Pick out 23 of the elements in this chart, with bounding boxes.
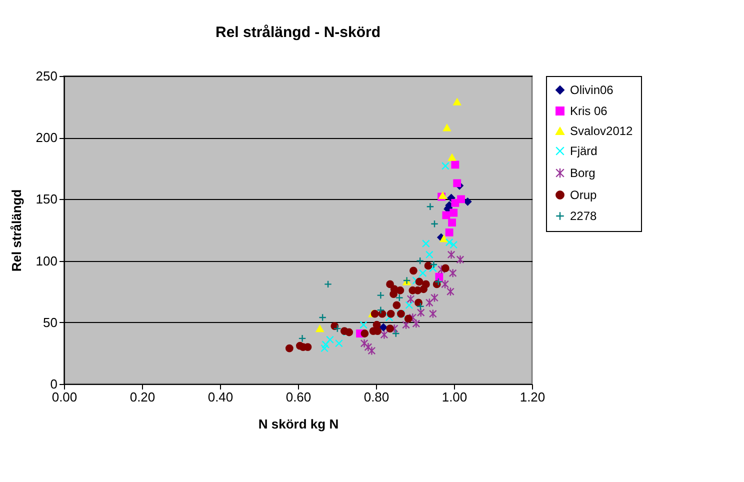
x-tick-label: 0.40 <box>208 390 234 404</box>
y-axis-title: Rel strålängd <box>8 189 24 272</box>
legend-label: Orup <box>570 188 598 202</box>
x-axis-title: N skörd kg N <box>258 416 339 432</box>
x-tick-label: 0.20 <box>130 390 156 404</box>
y-tick-label: 150 <box>36 192 58 207</box>
x-tick-label: 0.80 <box>364 390 390 404</box>
legend-label: Fjärd <box>570 144 598 158</box>
y-tick-label: 100 <box>36 253 58 268</box>
x-tick-label: 1.00 <box>442 390 468 404</box>
x-tick-label: 1.20 <box>520 390 546 404</box>
legend-label: 2278 <box>570 209 598 223</box>
legend-label: Svalov2012 <box>570 124 634 138</box>
legend-label: Borg <box>570 166 596 180</box>
chart-title: Rel strålängd - N-skörd <box>215 24 381 41</box>
y-tick-label: 200 <box>36 130 58 146</box>
y-tick-label: 50 <box>43 314 58 330</box>
legend-label: Olivin06 <box>570 83 614 97</box>
y-tick-label: 0 <box>50 376 58 392</box>
x-tick-label: 0.00 <box>52 390 78 404</box>
y-tick-label: 250 <box>36 68 58 84</box>
legend-label: Kris 06 <box>570 104 608 118</box>
x-tick-label: 0.60 <box>286 390 312 404</box>
